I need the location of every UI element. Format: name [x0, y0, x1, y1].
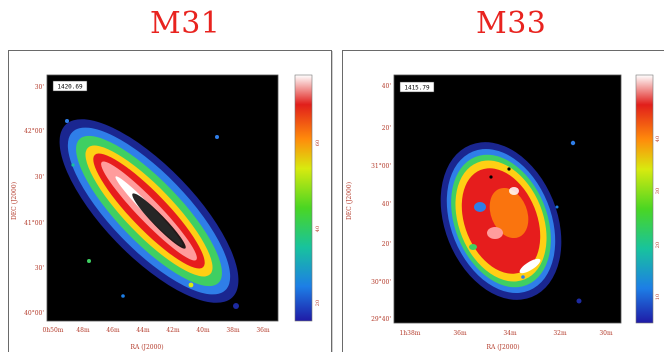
m31-frequency-box: [52, 80, 88, 92]
m31-y-tick: 40°00': [24, 310, 44, 317]
m33-panel: DEC (J2000) RA (J2000): [342, 50, 664, 352]
m33-x-tick: 36m: [453, 330, 467, 337]
m33-x-tick: 32m: [553, 330, 567, 337]
m31-y-tick: 30': [35, 265, 45, 272]
m31-x-tick: 46m: [106, 327, 120, 334]
m31-x-tick: 0h50m: [42, 327, 63, 334]
m33-y-tick: 30°00': [371, 279, 391, 286]
m31-y-tick: 41°00': [24, 220, 44, 227]
m31-xaxis-title: RA (J2000): [130, 344, 163, 351]
m31-x-tick: 40m: [196, 327, 210, 334]
m33-y-tick: 40': [382, 83, 392, 90]
m31-frequency-label: 1420.69: [57, 84, 83, 91]
m31-colorbar: [294, 74, 313, 322]
m31-x-tick: 36m: [256, 327, 270, 334]
m33-colorbar-tick: 30: [655, 188, 661, 194]
m33-frequency-box: [399, 81, 435, 93]
m31-x-tick: 42m: [166, 327, 180, 334]
m31-colorbar-tick: 60: [315, 140, 321, 146]
m31-colorbar-ticks: 60 40 20: [315, 140, 321, 306]
m33-colorbar-tick: 10: [655, 294, 661, 300]
m31-y-tick: 42°00': [24, 128, 44, 135]
title-m33: M33: [476, 6, 547, 41]
m31-y-tick: 30': [35, 174, 45, 181]
m33-frequency-label: 1415.79: [404, 85, 430, 92]
m31-colorbar-tick: 40: [315, 226, 321, 232]
m31-galaxy-map: [59, 119, 239, 309]
m31-x-ticks: 0h50m 48m 46m 44m 42m 40m 38m 36m: [42, 327, 269, 334]
m33-colorbar-tick: 40: [655, 136, 661, 142]
title-m31: M31: [150, 6, 221, 41]
m31-x-tick: 48m: [76, 327, 90, 334]
m33-colorbar-ticks: 40 30 20 10: [655, 136, 661, 300]
m31-figure-svg: DEC (J2000) RA (J2000): [11, 74, 321, 351]
m33-yaxis-title: DEC (J2000): [346, 182, 353, 220]
m31-y-ticks: 30' 42°00' 30' 41°00' 30' 40°00': [24, 84, 44, 317]
m31-x-tick: 44m: [136, 327, 150, 334]
m33-y-tick: 20': [382, 125, 392, 132]
m33-x-tick: 30m: [599, 330, 613, 337]
m33-x-ticks: 1h38m 36m 34m 32m 30m: [399, 330, 612, 337]
m33-x-tick: 34m: [503, 330, 517, 337]
m31-y-tick: 30': [35, 84, 45, 91]
m31-yaxis-title: DEC (J2000): [11, 182, 18, 220]
m31-x-tick: 38m: [226, 327, 240, 334]
m33-y-tick: 20': [382, 241, 392, 248]
m33-galaxy-map: [440, 140, 582, 304]
m33-colorbar: [635, 74, 654, 324]
m33-colorbar-tick: 20: [655, 242, 661, 248]
m33-y-tick: 31°00': [371, 163, 391, 170]
m33-xaxis-title: RA (J2000): [486, 344, 519, 351]
m33-y-tick: 29°40': [371, 316, 391, 323]
m33-x-tick: 1h38m: [399, 330, 420, 337]
m33-figure-svg: DEC (J2000) RA (J2000): [346, 74, 661, 351]
m31-colorbar-tick: 20: [315, 300, 321, 306]
m33-y-ticks: 40' 20' 31°00' 40' 20' 30°00' 29°40': [371, 83, 391, 323]
m33-y-tick: 40': [382, 201, 392, 208]
m31-panel: DEC (J2000) RA (J2000): [8, 50, 332, 352]
